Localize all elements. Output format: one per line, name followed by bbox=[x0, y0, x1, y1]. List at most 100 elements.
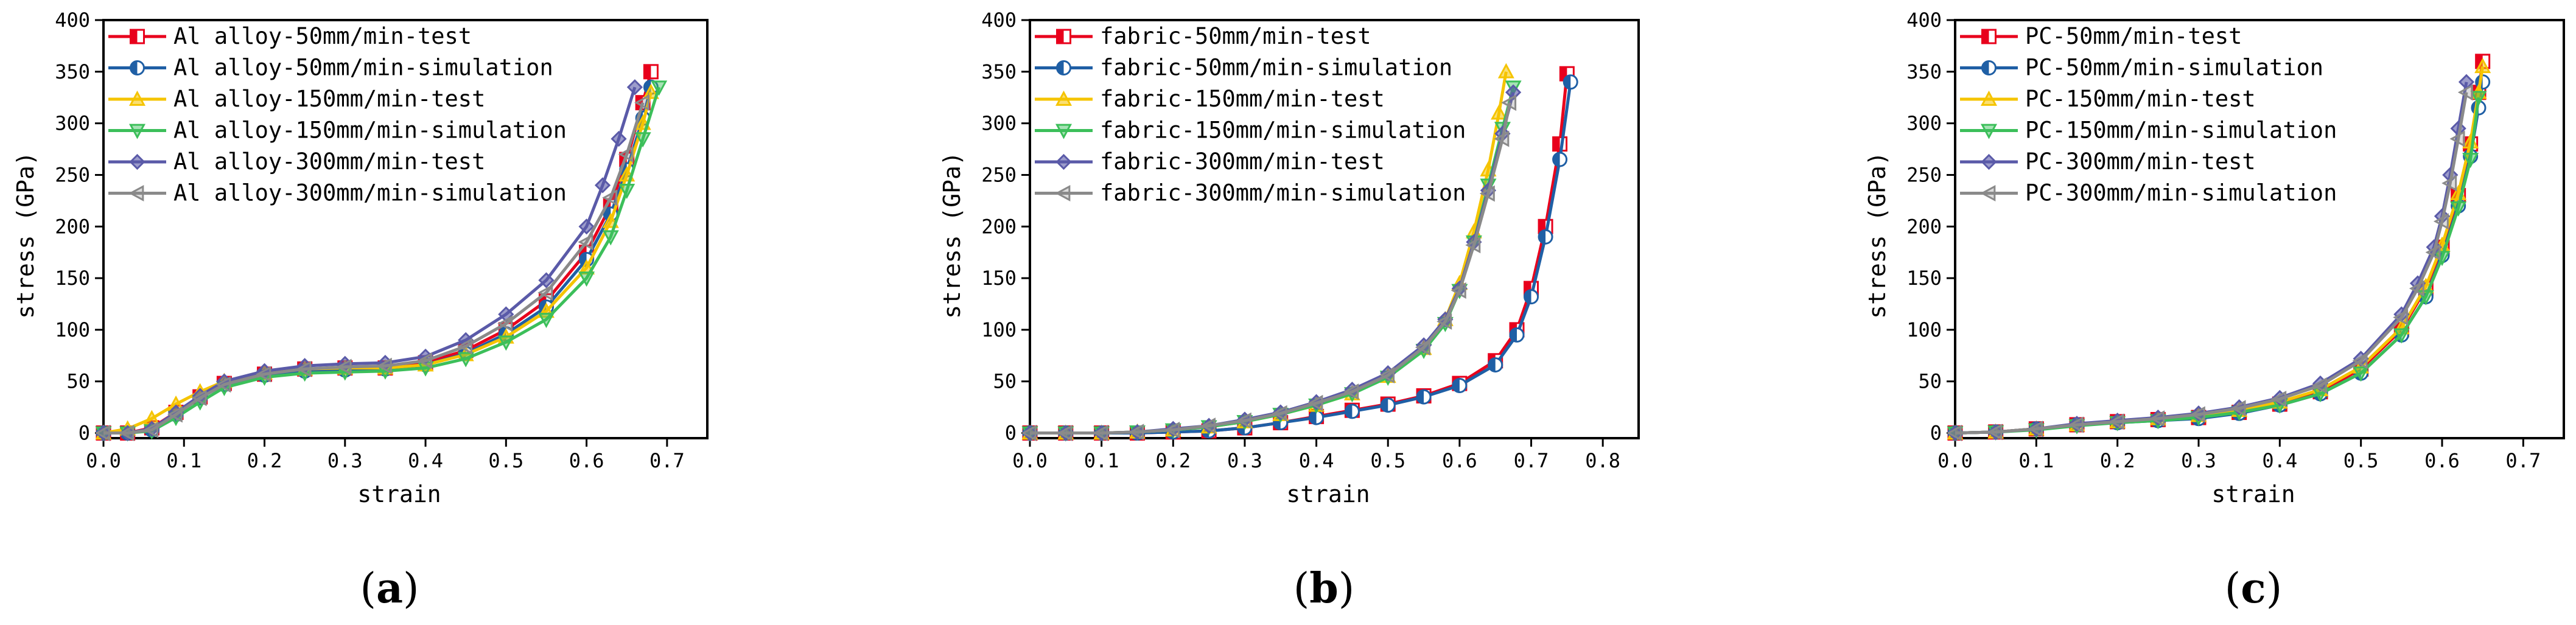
x-tick-label: 0.5 bbox=[488, 449, 523, 472]
panel-letter: c bbox=[2241, 564, 2266, 613]
data-point bbox=[2393, 309, 2409, 326]
legend-marker bbox=[1055, 184, 1071, 202]
legend-item: fabric-50mm/min-test bbox=[1035, 23, 1371, 49]
legend-marker bbox=[128, 90, 146, 106]
y-tick-label: 150 bbox=[1906, 267, 1942, 290]
data-point bbox=[1552, 152, 1568, 167]
data-point bbox=[1343, 383, 1359, 400]
data-point bbox=[2028, 421, 2043, 438]
data-point bbox=[1272, 405, 1287, 422]
legend: PC-50mm/min-test PC-50mm/min-simulation PC… bbox=[1960, 23, 2337, 206]
data-point bbox=[1164, 421, 1180, 438]
x-tick-label: 0.1 bbox=[2018, 449, 2054, 472]
data-point bbox=[1129, 424, 1144, 441]
x-tick-label: 0.6 bbox=[2424, 449, 2460, 472]
y-axis-title: stress (GPa) bbox=[1864, 152, 1891, 319]
chart-panel-c: 0.0 0.1 0.2 0.3 0.4 0.5 0.6 0.7 0 50 100 150 200 250 3… bbox=[1864, 9, 2565, 613]
x-tick-label: 0.7 bbox=[1514, 449, 1549, 472]
x-tick-label: 0.4 bbox=[1299, 449, 1334, 472]
x-tick-label: 0.4 bbox=[408, 449, 443, 472]
data-point bbox=[1987, 424, 2003, 441]
data-point bbox=[1437, 313, 1452, 330]
data-point bbox=[94, 425, 110, 442]
data-point bbox=[578, 234, 593, 251]
data-point bbox=[256, 366, 271, 383]
legend-marker bbox=[1056, 29, 1071, 44]
legend-marker bbox=[1055, 153, 1072, 170]
data-point bbox=[1416, 389, 1432, 405]
legend-marker bbox=[1055, 124, 1073, 139]
data-point bbox=[2311, 377, 2327, 394]
x-tick-label: 0.5 bbox=[2343, 449, 2379, 472]
series-6 bbox=[1946, 84, 2473, 442]
x-axis-title: strain bbox=[1286, 481, 1370, 508]
plot-frame bbox=[1954, 19, 2565, 439]
legend-item: PC-300mm/min-test bbox=[1960, 148, 2256, 175]
y-tick-label: 250 bbox=[55, 163, 90, 186]
data-point bbox=[2393, 328, 2410, 344]
data-point bbox=[2449, 130, 2465, 147]
legend-item: PC-50mm/min-simulation bbox=[1960, 55, 2323, 81]
chart-panel-b: 0.0 0.1 0.2 0.3 0.4 0.5 0.6 0.7 0.8 0 50 100 150 200 2… bbox=[939, 9, 1640, 613]
legend-marker bbox=[1056, 60, 1071, 75]
x-tick-label: 0.2 bbox=[247, 449, 282, 472]
data-point bbox=[1465, 237, 1481, 254]
y-tick-label: 100 bbox=[55, 318, 90, 341]
data-point bbox=[1309, 410, 1325, 425]
legend-marker bbox=[1980, 90, 1998, 106]
legend-label: PC-150mm/min-simulation bbox=[2025, 117, 2337, 144]
data-point bbox=[2189, 406, 2205, 423]
data-point bbox=[457, 338, 473, 355]
y-tick-label: 300 bbox=[1906, 112, 1942, 135]
legend-item: Al alloy-50mm/min-test bbox=[108, 23, 472, 49]
data-point bbox=[167, 406, 183, 423]
panel-label: (c) bbox=[2225, 564, 2282, 613]
legend-label: Al alloy-300mm/min-simulation bbox=[173, 180, 567, 206]
legend-label: PC-150mm/min-test bbox=[2025, 86, 2256, 112]
x-axis-title: strain bbox=[2211, 481, 2295, 508]
data-point bbox=[119, 425, 135, 442]
data-point bbox=[1538, 229, 1553, 245]
x-tick-label: 0.2 bbox=[1155, 449, 1191, 472]
data-point bbox=[2352, 352, 2368, 369]
x-tick-label: 0.7 bbox=[649, 449, 685, 472]
legend-item: fabric-300mm/min-simulation bbox=[1035, 180, 1466, 206]
y-tick-label: 350 bbox=[981, 60, 1017, 83]
data-point bbox=[296, 360, 312, 377]
data-point bbox=[2230, 400, 2246, 417]
legend-label: fabric-50mm/min-test bbox=[1100, 23, 1371, 49]
legend-label: Al alloy-300mm/min-test bbox=[173, 148, 485, 175]
data-point bbox=[1452, 377, 1468, 393]
series-line bbox=[1955, 92, 2468, 435]
data-point bbox=[457, 352, 474, 368]
y-axis-title: stress (GPa) bbox=[12, 152, 39, 319]
data-point bbox=[618, 184, 635, 200]
legend-item: Al alloy-150mm/min-simulation bbox=[108, 117, 567, 144]
legend-label: fabric-300mm/min-simulation bbox=[1100, 180, 1466, 206]
y-axis-title: stress (GPa) bbox=[939, 152, 965, 319]
legend-item: Al alloy-300mm/min-test bbox=[108, 148, 485, 175]
x-tick-label: 0.2 bbox=[2100, 449, 2135, 472]
data-point bbox=[578, 271, 595, 287]
legend-item: PC-50mm/min-test bbox=[1960, 23, 2242, 49]
legend-item: fabric-300mm/min-test bbox=[1035, 148, 1385, 175]
data-point bbox=[1491, 104, 1508, 120]
data-point bbox=[634, 132, 651, 148]
legend-label: PC-50mm/min-test bbox=[2025, 23, 2242, 49]
legend-marker bbox=[1981, 60, 1997, 75]
x-tick-label: 0.0 bbox=[86, 449, 121, 472]
y-tick-label: 50 bbox=[993, 370, 1017, 393]
x-tick-label: 0.7 bbox=[2505, 449, 2541, 472]
y-tick-label: 100 bbox=[981, 318, 1017, 341]
data-point bbox=[2409, 280, 2424, 297]
y-tick-label: 400 bbox=[981, 9, 1017, 32]
data-point bbox=[2271, 391, 2287, 408]
data-point bbox=[1057, 425, 1073, 442]
y-tick-label: 150 bbox=[55, 267, 90, 290]
data-point bbox=[2425, 244, 2441, 261]
data-point bbox=[2457, 84, 2473, 101]
data-point bbox=[1344, 403, 1360, 419]
data-point bbox=[1501, 94, 1517, 111]
data-point bbox=[618, 146, 634, 163]
legend-marker bbox=[128, 184, 144, 202]
